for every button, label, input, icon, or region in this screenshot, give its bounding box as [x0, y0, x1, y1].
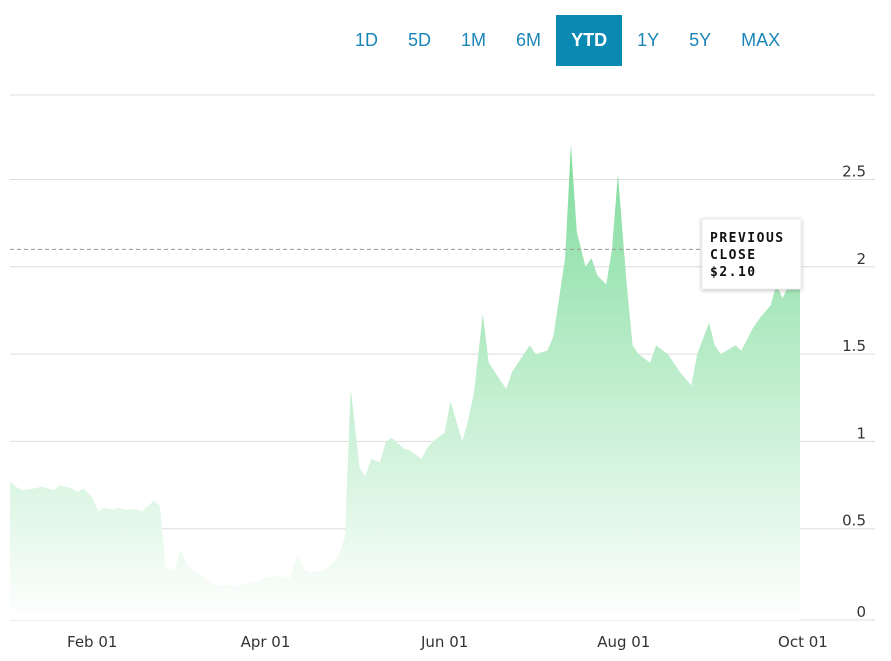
- range-button-5y[interactable]: 5Y: [689, 30, 712, 50]
- y-tick-label: 2.5: [842, 163, 866, 181]
- y-tick-label: 2: [856, 250, 866, 268]
- range-selector: 1D 5D 1M 6M YTD 1Y 5Y MAX: [340, 15, 795, 66]
- range-button-1y[interactable]: 1Y: [637, 30, 660, 50]
- range-button-ytd[interactable]: YTD: [556, 15, 623, 66]
- y-tick-label: 1: [856, 424, 866, 442]
- previous-close-label-line1: PREVIOUS: [710, 231, 785, 246]
- x-tick-label: Feb 01: [67, 633, 117, 651]
- range-button-5d[interactable]: 5D: [408, 30, 432, 50]
- y-tick-label: 0.5: [842, 512, 866, 530]
- previous-close-value: $2.10: [710, 265, 757, 280]
- x-axis-labels: Feb 01 Apr 01 Jun 01 Aug 01 Oct 01: [67, 633, 828, 651]
- previous-close-tooltip: PREVIOUS CLOSE $2.10: [701, 218, 802, 290]
- range-button-1m[interactable]: 1M: [461, 30, 487, 50]
- y-tick-label: 1.5: [842, 337, 866, 355]
- range-button-1d[interactable]: 1D: [355, 30, 379, 50]
- range-button-6m[interactable]: 6M: [516, 30, 542, 50]
- previous-close-label-line2: CLOSE: [710, 248, 757, 263]
- range-button-max[interactable]: MAX: [741, 30, 781, 50]
- x-tick-label: Jun 01: [420, 633, 468, 651]
- x-tick-label: Apr 01: [241, 633, 291, 651]
- x-tick-label: Aug 01: [597, 633, 650, 651]
- x-tick-label: Oct 01: [778, 633, 828, 651]
- y-tick-label: 0: [856, 603, 866, 621]
- y-axis-labels: 0 0.5 1 1.5 2 2.5: [842, 163, 866, 622]
- price-area: [10, 144, 800, 620]
